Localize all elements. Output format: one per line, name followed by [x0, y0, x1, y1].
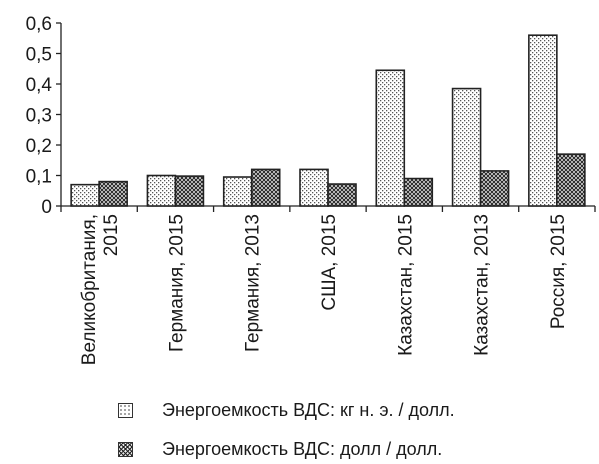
dotted-pattern-swatch [118, 403, 133, 418]
bar-kg-0 [70, 183, 100, 207]
bar-usd-4 [403, 177, 434, 207]
y-tick-label: 0,2 [26, 136, 52, 157]
bar-kg-1 [146, 174, 177, 207]
y-tick-label: 0,3 [26, 106, 52, 127]
bar-usd-5 [479, 170, 510, 207]
category-label: Великобритания, [79, 214, 100, 365]
bar-usd-6 [556, 153, 586, 207]
legend-entry-kg: Энергоемкость ВДС: кг н. э. / долл. [118, 400, 455, 421]
bar-kg-5 [451, 87, 482, 207]
bar-kg-4 [375, 69, 406, 207]
legend-entry-usd: Энергоемкость ВДС: долл / долл. [118, 439, 442, 460]
legend-label-kg: Энергоемкость ВДС: кг н. э. / долл. [162, 400, 455, 420]
bar-kg-6 [528, 34, 558, 207]
legend-label-usd: Энергоемкость ВДС: долл / долл. [162, 439, 443, 459]
category-label: Германия, 2015 [166, 214, 187, 352]
y-tick-label: 0,5 [26, 45, 52, 66]
y-axis: 0 0,1 0,2 0,3 0,4 0,5 0,6 [26, 14, 62, 218]
bar-kg-3 [299, 168, 329, 207]
y-tick-label: 0 [41, 197, 52, 218]
category-labels: Великобритания, 2015 Германия, 2015 Германи… [79, 214, 569, 365]
category-label: Казахстан, 2015 [395, 214, 416, 356]
bar-usd-3 [327, 183, 357, 207]
y-tick-label: 0,4 [26, 75, 53, 96]
bar-kg-2 [222, 176, 253, 207]
y-tick-label: 0,1 [26, 167, 52, 188]
crosshatch-pattern-swatch [118, 442, 133, 457]
y-tick-label: 0,6 [26, 14, 52, 35]
bar-usd-1 [174, 175, 205, 207]
category-label: Россия, 2015 [548, 214, 569, 329]
category-label: Германия, 2013 [243, 214, 264, 352]
x-axis [60, 205, 596, 212]
category-label: 2015 [101, 214, 122, 256]
category-label: Казахстан, 2013 [472, 214, 493, 356]
bars [70, 34, 586, 207]
category-label: США, 2015 [319, 214, 340, 311]
bar-usd-0 [98, 180, 128, 207]
bar-usd-2 [250, 168, 281, 207]
